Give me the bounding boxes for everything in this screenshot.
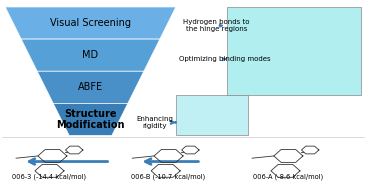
Text: 006-3 (-14.4 kcal/mol): 006-3 (-14.4 kcal/mol) bbox=[12, 174, 86, 180]
FancyBboxPatch shape bbox=[176, 94, 249, 136]
Text: Hydrogen bonds to
the hinge regions: Hydrogen bonds to the hinge regions bbox=[183, 19, 250, 32]
Text: Enhancing
rigidity: Enhancing rigidity bbox=[136, 116, 176, 129]
Text: MD: MD bbox=[82, 50, 98, 60]
Text: ABFE: ABFE bbox=[78, 82, 103, 92]
FancyBboxPatch shape bbox=[227, 7, 361, 94]
Text: Optimizing binding modes: Optimizing binding modes bbox=[179, 56, 271, 62]
Polygon shape bbox=[21, 39, 160, 71]
Text: Structure
Modification: Structure Modification bbox=[56, 109, 125, 130]
Polygon shape bbox=[37, 71, 144, 103]
Text: 006-B (-10.7 kcal/mol): 006-B (-10.7 kcal/mol) bbox=[131, 174, 206, 180]
Text: 006-A (-8.6 kcal/mol): 006-A (-8.6 kcal/mol) bbox=[253, 174, 324, 180]
Polygon shape bbox=[53, 103, 128, 136]
Polygon shape bbox=[5, 7, 176, 39]
Text: Visual Screening: Visual Screening bbox=[50, 18, 131, 28]
